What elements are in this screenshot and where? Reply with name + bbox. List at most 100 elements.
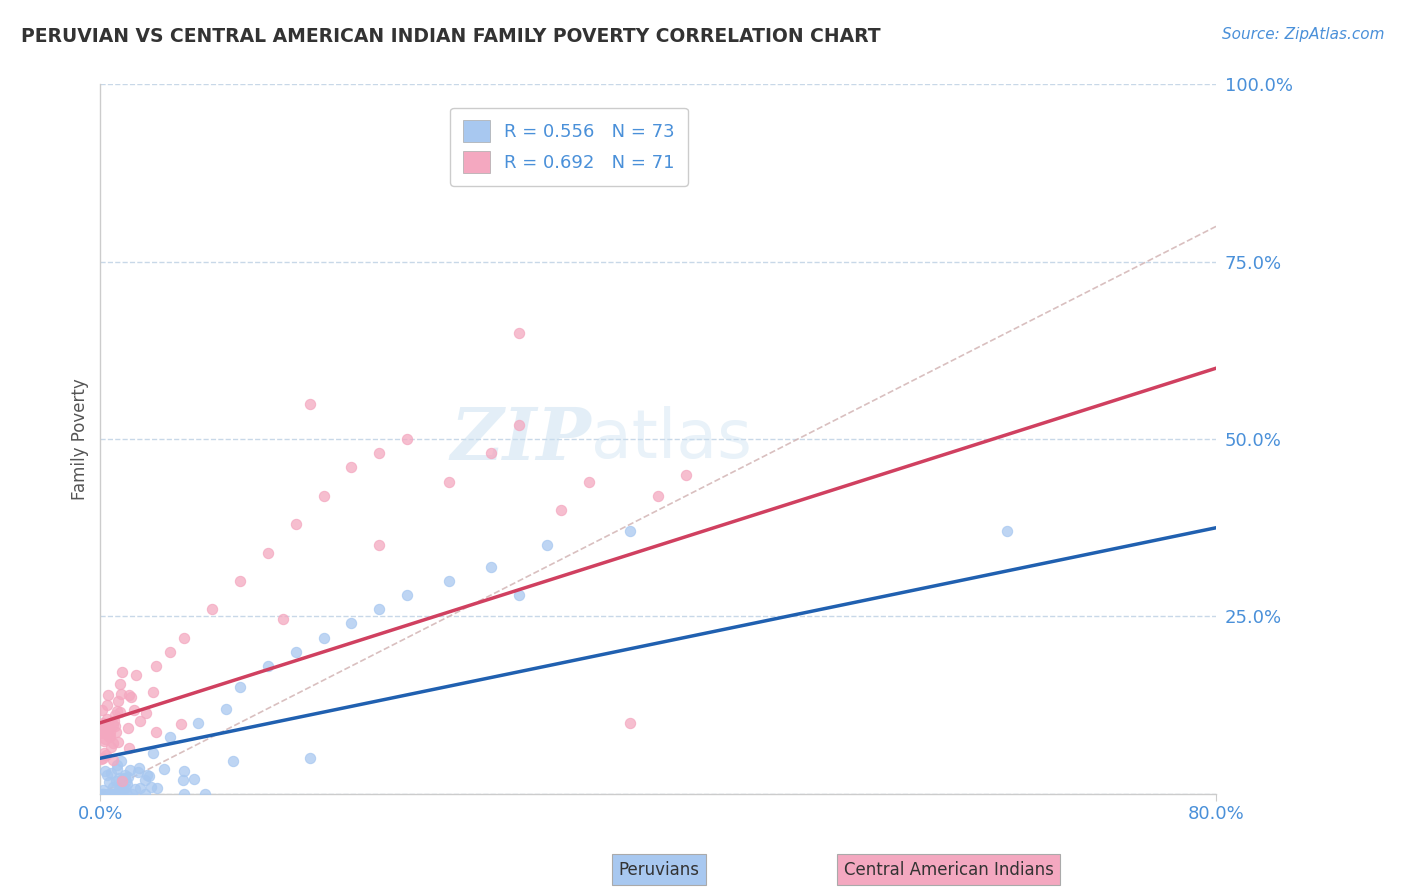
Point: [135, 706, 157, 720]
Point: [104, 787, 127, 801]
Point: [647, 489, 669, 503]
Point: [110, 687, 132, 701]
Point: [108, 772, 131, 786]
Point: [284, 645, 307, 659]
Point: [229, 574, 252, 588]
Point: [122, 703, 145, 717]
Point: [103, 754, 125, 768]
Point: [104, 724, 127, 739]
Point: [90, 703, 112, 717]
Point: [578, 475, 600, 489]
Point: [101, 736, 124, 750]
Point: [105, 762, 128, 776]
Point: [229, 681, 252, 695]
Point: [145, 659, 167, 673]
Point: [96, 698, 118, 713]
Text: Peruvians: Peruvians: [619, 861, 700, 879]
Point: [145, 724, 167, 739]
Point: [124, 668, 146, 682]
Point: [508, 326, 530, 340]
Point: [508, 417, 530, 432]
Point: [121, 787, 143, 801]
Point: [271, 612, 294, 626]
Point: [159, 730, 181, 744]
Point: [108, 787, 131, 801]
Point: [368, 446, 391, 460]
Point: [437, 475, 460, 489]
Point: [117, 770, 139, 784]
Point: [284, 517, 307, 532]
Point: [112, 771, 135, 785]
Point: [115, 786, 138, 800]
Point: [93, 734, 115, 748]
Point: [201, 602, 224, 616]
Point: [91, 725, 114, 739]
Point: [129, 714, 152, 728]
Point: [194, 787, 217, 801]
Point: [173, 631, 195, 645]
Point: [105, 704, 128, 718]
Point: [96, 768, 118, 782]
Point: [114, 768, 136, 782]
Point: [97, 787, 120, 801]
Point: [93, 720, 115, 734]
Point: [183, 772, 205, 787]
Point: [187, 715, 209, 730]
Legend: R = 0.556   N = 73, R = 0.692   N = 71: R = 0.556 N = 73, R = 0.692 N = 71: [450, 108, 688, 186]
Point: [101, 718, 124, 732]
Point: [94, 764, 117, 778]
Point: [107, 734, 129, 748]
Point: [340, 616, 363, 631]
Point: [98, 724, 121, 739]
Point: [111, 665, 134, 679]
Point: [90, 724, 112, 739]
Point: [396, 432, 419, 446]
Point: [368, 538, 391, 552]
Point: [222, 754, 245, 768]
Point: [134, 787, 156, 801]
Point: [91, 787, 114, 801]
Point: [98, 730, 121, 744]
Point: [129, 781, 152, 796]
Point: [124, 781, 146, 796]
Point: [110, 754, 132, 768]
Point: [159, 645, 181, 659]
Point: [98, 774, 121, 789]
Point: [146, 781, 169, 796]
Point: [111, 787, 134, 801]
Point: [508, 588, 530, 602]
Point: [256, 659, 278, 673]
Text: ZIP: ZIP: [450, 403, 592, 475]
Point: [94, 747, 117, 762]
Point: [256, 545, 278, 559]
Point: [115, 774, 138, 789]
Point: [105, 787, 128, 801]
Point: [619, 715, 641, 730]
Point: [298, 396, 321, 410]
Point: [153, 762, 176, 776]
Point: [312, 631, 335, 645]
Point: [172, 772, 194, 787]
Point: [312, 489, 335, 503]
Point: [142, 746, 165, 760]
Point: [170, 717, 193, 731]
Point: [91, 782, 114, 797]
Point: [536, 538, 558, 552]
Point: [173, 764, 195, 778]
Point: [117, 721, 139, 735]
Point: [138, 769, 160, 783]
Point: [142, 684, 165, 698]
Point: [111, 781, 134, 796]
Point: [97, 787, 120, 801]
Point: [134, 772, 156, 787]
Point: [118, 740, 141, 755]
Point: [96, 712, 118, 726]
Point: [108, 780, 131, 795]
Point: [396, 588, 419, 602]
Point: [141, 780, 163, 794]
Point: [104, 719, 127, 733]
Point: [90, 787, 112, 801]
Point: [368, 602, 391, 616]
Point: [93, 746, 115, 760]
Text: Source: ZipAtlas.com: Source: ZipAtlas.com: [1222, 27, 1385, 42]
